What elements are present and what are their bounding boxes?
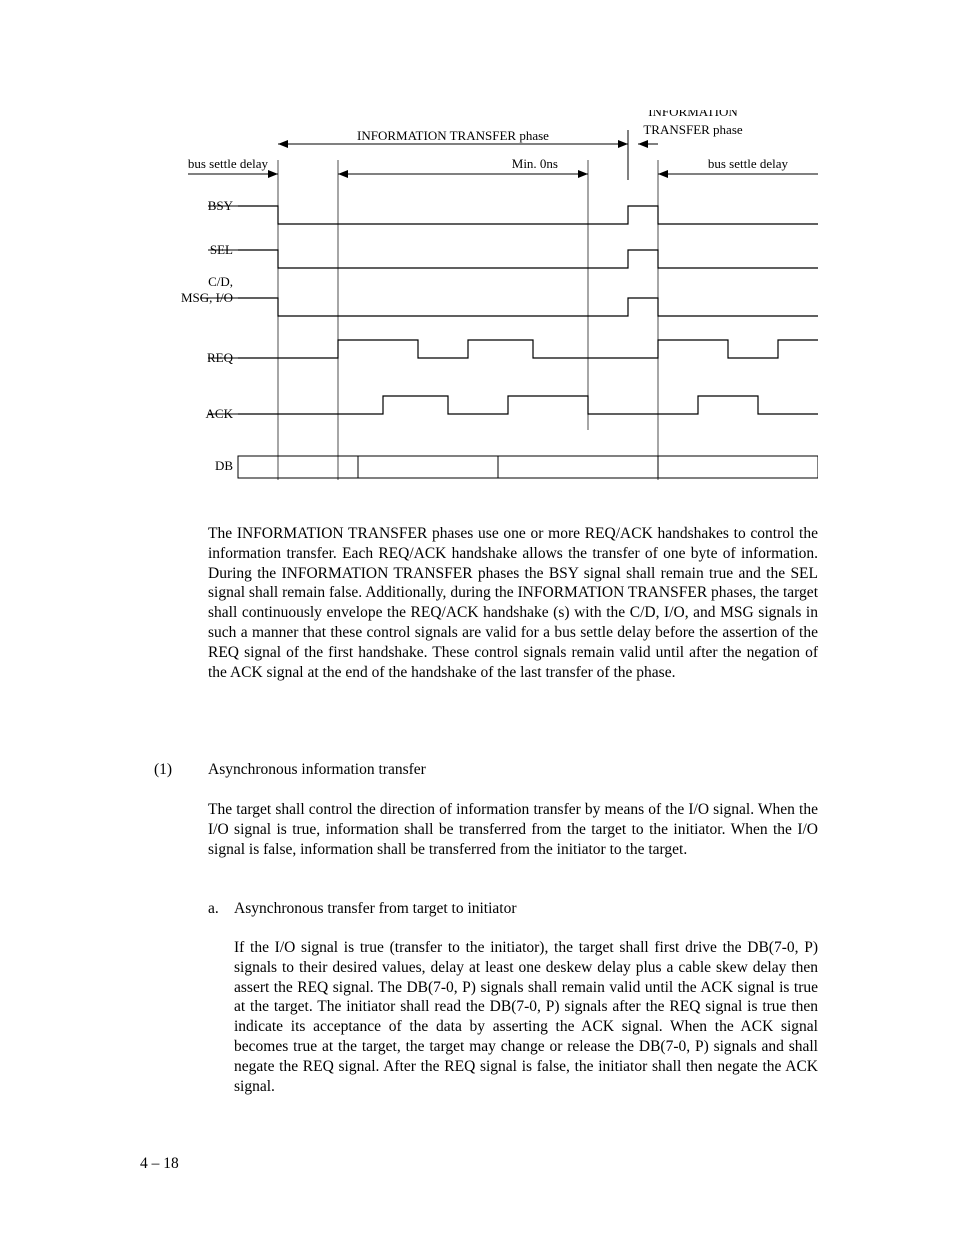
timing-diagram: INFORMATION TRANSFER phase INFORMATION T…	[158, 110, 818, 480]
phase2-label-line2: TRANSFER phase	[643, 122, 743, 137]
sub-title: Asynchronous transfer from target to ini…	[234, 900, 517, 918]
db-box-0	[238, 456, 358, 478]
section-title: Asynchronous information transfer	[208, 761, 426, 779]
phase1-label: INFORMATION TRANSFER phase	[357, 128, 549, 143]
db-box-3	[658, 456, 818, 478]
cdmsgio-waveform	[238, 298, 818, 316]
bus-settle-right-label: bus settle delay	[708, 156, 789, 171]
arrowhead-icon	[338, 170, 348, 178]
min0ns-label: Min. 0ns	[512, 156, 558, 171]
arrowhead-icon	[638, 140, 648, 148]
page: INFORMATION TRANSFER phase INFORMATION T…	[0, 0, 954, 1235]
req-waveform	[238, 340, 818, 358]
paragraph-2: The target shall control the direction o…	[208, 800, 818, 859]
paragraph-3: If the I/O signal is true (transfer to t…	[234, 938, 818, 1097]
signal-label-db: DB	[215, 458, 233, 473]
arrowhead-icon	[658, 170, 668, 178]
signal-label-cd: C/D,	[208, 274, 233, 289]
arrowhead-icon	[278, 140, 288, 148]
db-box-1	[358, 456, 498, 478]
phase2-label-line1: INFORMATION	[648, 110, 738, 119]
sub-letter: a.	[208, 900, 219, 918]
arrowhead-icon	[618, 140, 628, 148]
ack-waveform	[238, 396, 818, 414]
arrowhead-icon	[578, 170, 588, 178]
db-box-2	[498, 456, 658, 478]
bsy-waveform	[238, 206, 818, 224]
arrowhead-icon	[268, 170, 278, 178]
sel-waveform	[238, 250, 818, 268]
paragraph-1: The INFORMATION TRANSFER phases use one …	[208, 524, 818, 683]
bus-settle-left-label: bus settle delay	[188, 156, 269, 171]
section-number: (1)	[154, 761, 172, 779]
page-number: 4 – 18	[140, 1155, 179, 1173]
